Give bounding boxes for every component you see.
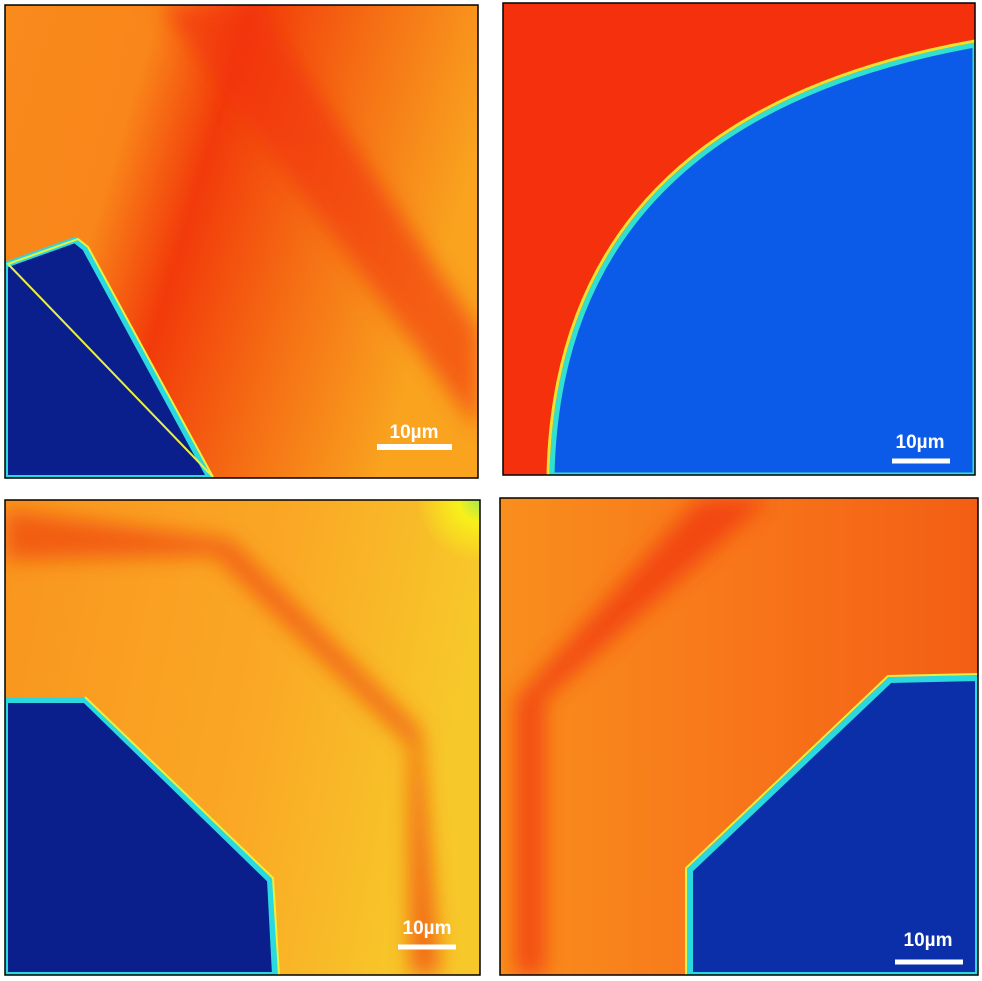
scale-bar-label: 10µm [390,422,439,443]
scale-bar-label: 10µm [904,930,953,951]
panel-border [499,497,979,976]
panel-border [4,4,479,479]
panel-1: 10µm [5,5,478,478]
panel-2: 10µm [503,3,975,475]
panel-3: 10µm [5,500,480,975]
panel-border [502,2,976,476]
panel-border [4,499,481,976]
scale-bar-label: 10µm [896,432,945,453]
panel-4: 10µm [500,498,978,975]
scale-bar-label: 10µm [403,918,452,939]
